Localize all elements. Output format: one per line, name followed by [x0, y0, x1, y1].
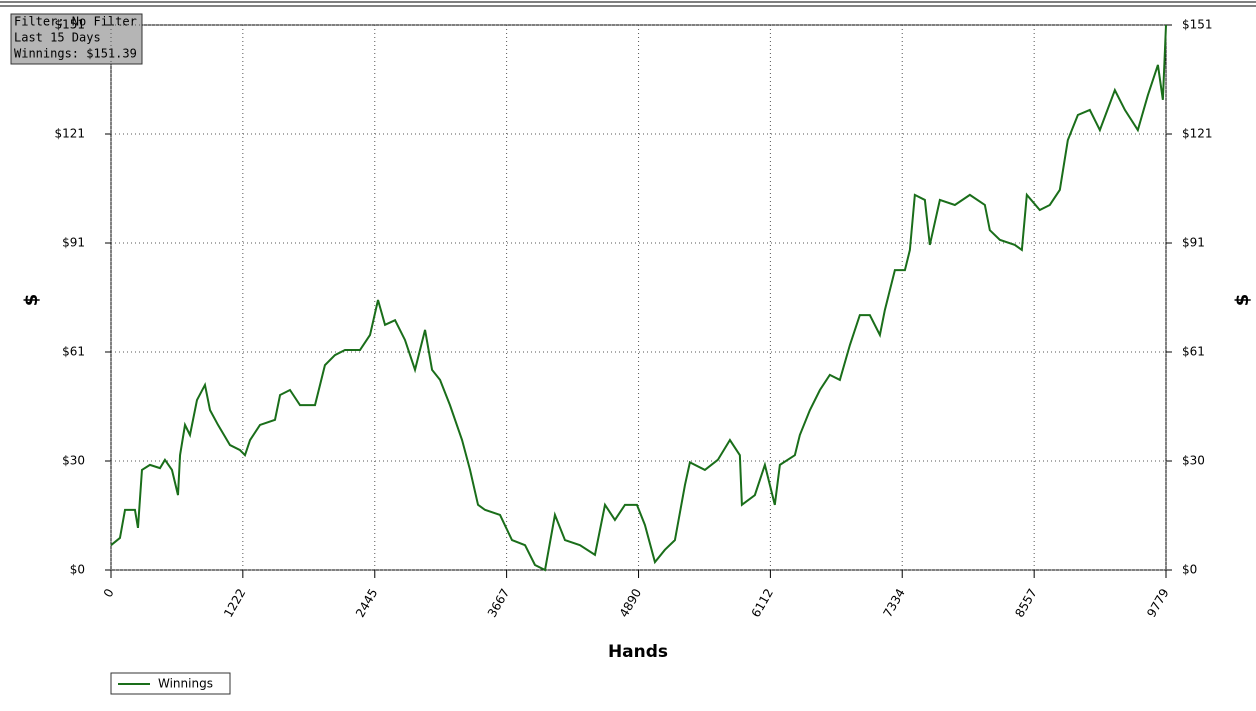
y2-tick-label: $0 [1182, 563, 1197, 577]
x-tick-label: 0 [101, 586, 117, 600]
series-line [110, 24, 1167, 572]
info-line: Last 15 Days [14, 31, 101, 45]
x-tick-label: 3667 [485, 586, 512, 619]
y2-tick-label: $121 [1182, 127, 1213, 141]
y2-tick-label: $30 [1182, 453, 1205, 467]
x-tick-label: 9779 [1144, 586, 1171, 619]
y-tick-label: $30 [62, 453, 85, 467]
x-tick-label: 6112 [749, 586, 776, 619]
info-box-bg [10, 13, 143, 65]
y-tick-label: $0 [70, 563, 85, 577]
x-tick-label: 1222 [221, 586, 248, 619]
info-box: Filter: No Filter Last 15 Days Winnings:… [10, 13, 143, 65]
x-tick-label: 2445 [353, 586, 380, 619]
y2-tick-label: $151 [1182, 18, 1213, 32]
y-axis-label: $ [21, 294, 42, 307]
y-tick-label: $61 [62, 344, 85, 358]
y-tick-label: $121 [54, 127, 85, 141]
y2-tick-label: $91 [1182, 236, 1205, 250]
y-tick-label: $91 [62, 236, 85, 250]
x-tick-label: 4890 [617, 586, 644, 619]
x-axis-label: Hands [608, 642, 668, 662]
info-line: Winnings: $151.39 [14, 47, 137, 61]
legend [110, 672, 231, 695]
legend-label: Winnings [158, 677, 213, 691]
y2-tick-label: $61 [1182, 344, 1205, 358]
y2-axis-label: $ [1232, 294, 1253, 307]
x-tick-label: 8557 [1012, 586, 1039, 619]
y-tick-label: $151 [54, 18, 85, 32]
x-tick-label: 7334 [880, 586, 907, 619]
